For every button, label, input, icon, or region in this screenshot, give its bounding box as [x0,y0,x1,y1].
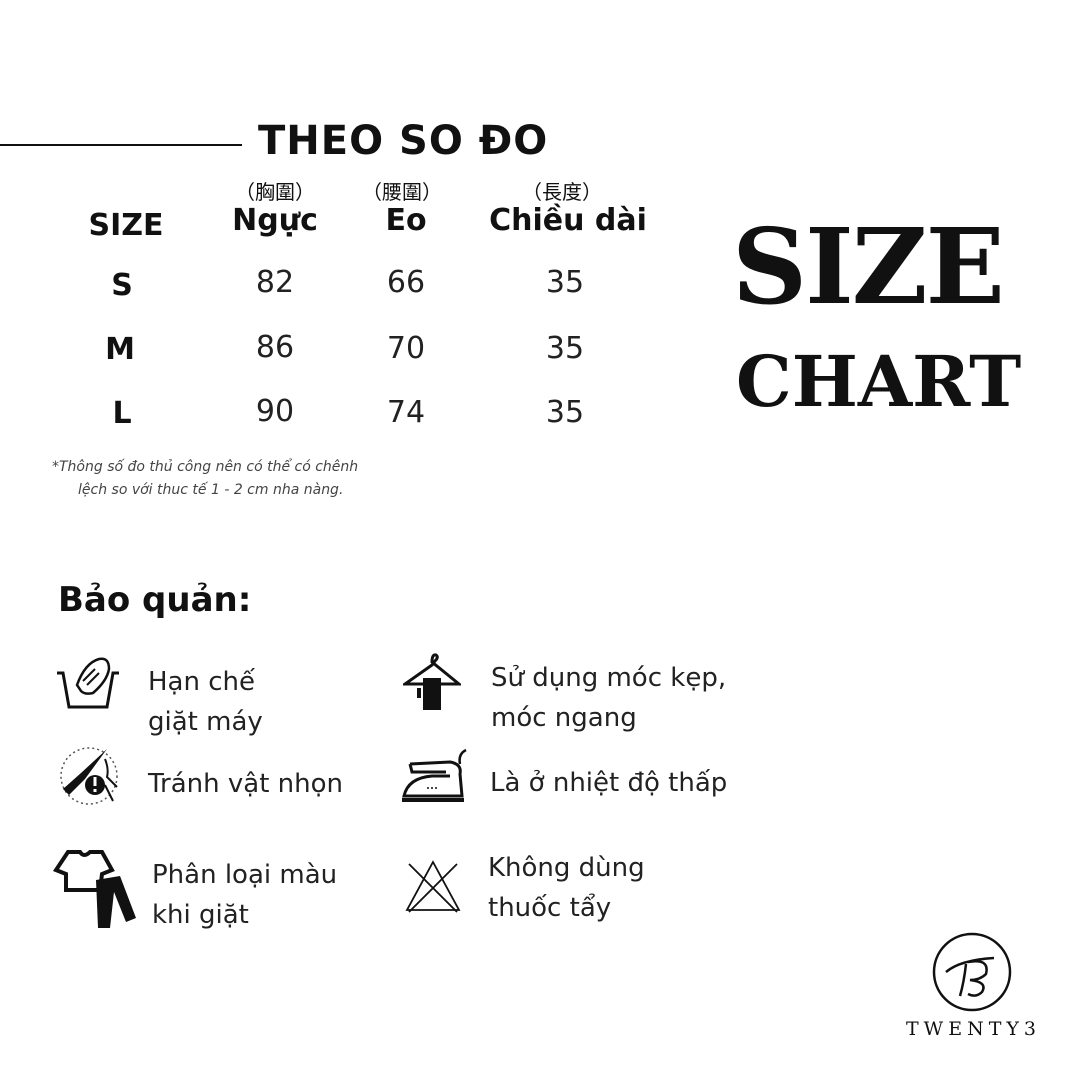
cell: 35 [545,331,585,366]
size-l: L [112,396,132,431]
title-rule [0,144,242,146]
cell: 82 [255,265,295,300]
section-title: THEO SO ĐO [258,118,549,164]
care-item-iron: Là ở nhiệt độ thấp [490,763,727,803]
separate-colors-icon [52,850,136,928]
care-item-hanger: Sử dụng móc kẹp, móc ngang [491,658,726,738]
col-cn-nguc: （胸圍） [235,180,315,204]
care-text: Sử dụng móc kẹp, [491,663,727,693]
note-line: lệch so với thuc tế 1 - 2 cm nha nàng. [78,482,344,498]
care-text: Phân loại màu [152,860,338,890]
col-cn-dai: （長度） [522,180,602,204]
size-m: M [105,332,135,367]
care-item-separate: Phân loại màu khi giặt [152,855,337,935]
care-text: Tránh vật nhọn [148,769,344,799]
care-text: Là ở nhiệt độ thấp [490,768,728,798]
no-sharp-objects-icon [60,747,118,805]
col-header-eo: Eo [385,203,427,238]
care-item-hand-wash: Hạn chế giặt máy [148,662,263,742]
col-header-size: SIZE [88,208,164,243]
brand-name: TWENTY3 [906,1018,1042,1040]
cell: 86 [255,330,295,365]
cell: 70 [386,331,426,366]
care-item-no-sharp: Tránh vật nhọn [148,764,343,804]
col-cn-eo: （腰圍） [362,180,442,204]
brand-logo [932,932,1012,1012]
col-header-nguc: Ngực [232,203,318,238]
care-text: thuốc tẩy [488,893,612,923]
care-title: Bảo quản: [58,580,252,620]
care-text: giặt máy [148,707,263,737]
heading-chart: CHART [736,340,1022,423]
size-s: S [111,268,133,303]
cell: 90 [255,394,295,429]
note-line: *Thông số đo thủ công nên có thể có chên… [52,459,359,475]
hand-wash-icon [57,657,119,709]
care-text: Không dùng [488,853,645,883]
iron-low-heat-icon [402,748,467,802]
cell: 35 [545,265,585,300]
col-header-dai: Chiều dài [489,203,647,238]
cell: 74 [386,395,426,430]
care-text: khi giặt [152,900,249,930]
no-bleach-icon [405,860,461,913]
cell: 66 [386,265,426,300]
cell: 35 [545,395,585,430]
care-text: Hạn chế [148,667,255,697]
care-item-no-bleach: Không dùng thuốc tẩy [488,848,645,928]
care-text: móc ngang [491,703,637,733]
hanger-icon [403,653,461,710]
heading-size: SIZE [732,205,1005,328]
measurement-note: *Thông số đo thủ công nên có thể có chên… [52,456,358,502]
